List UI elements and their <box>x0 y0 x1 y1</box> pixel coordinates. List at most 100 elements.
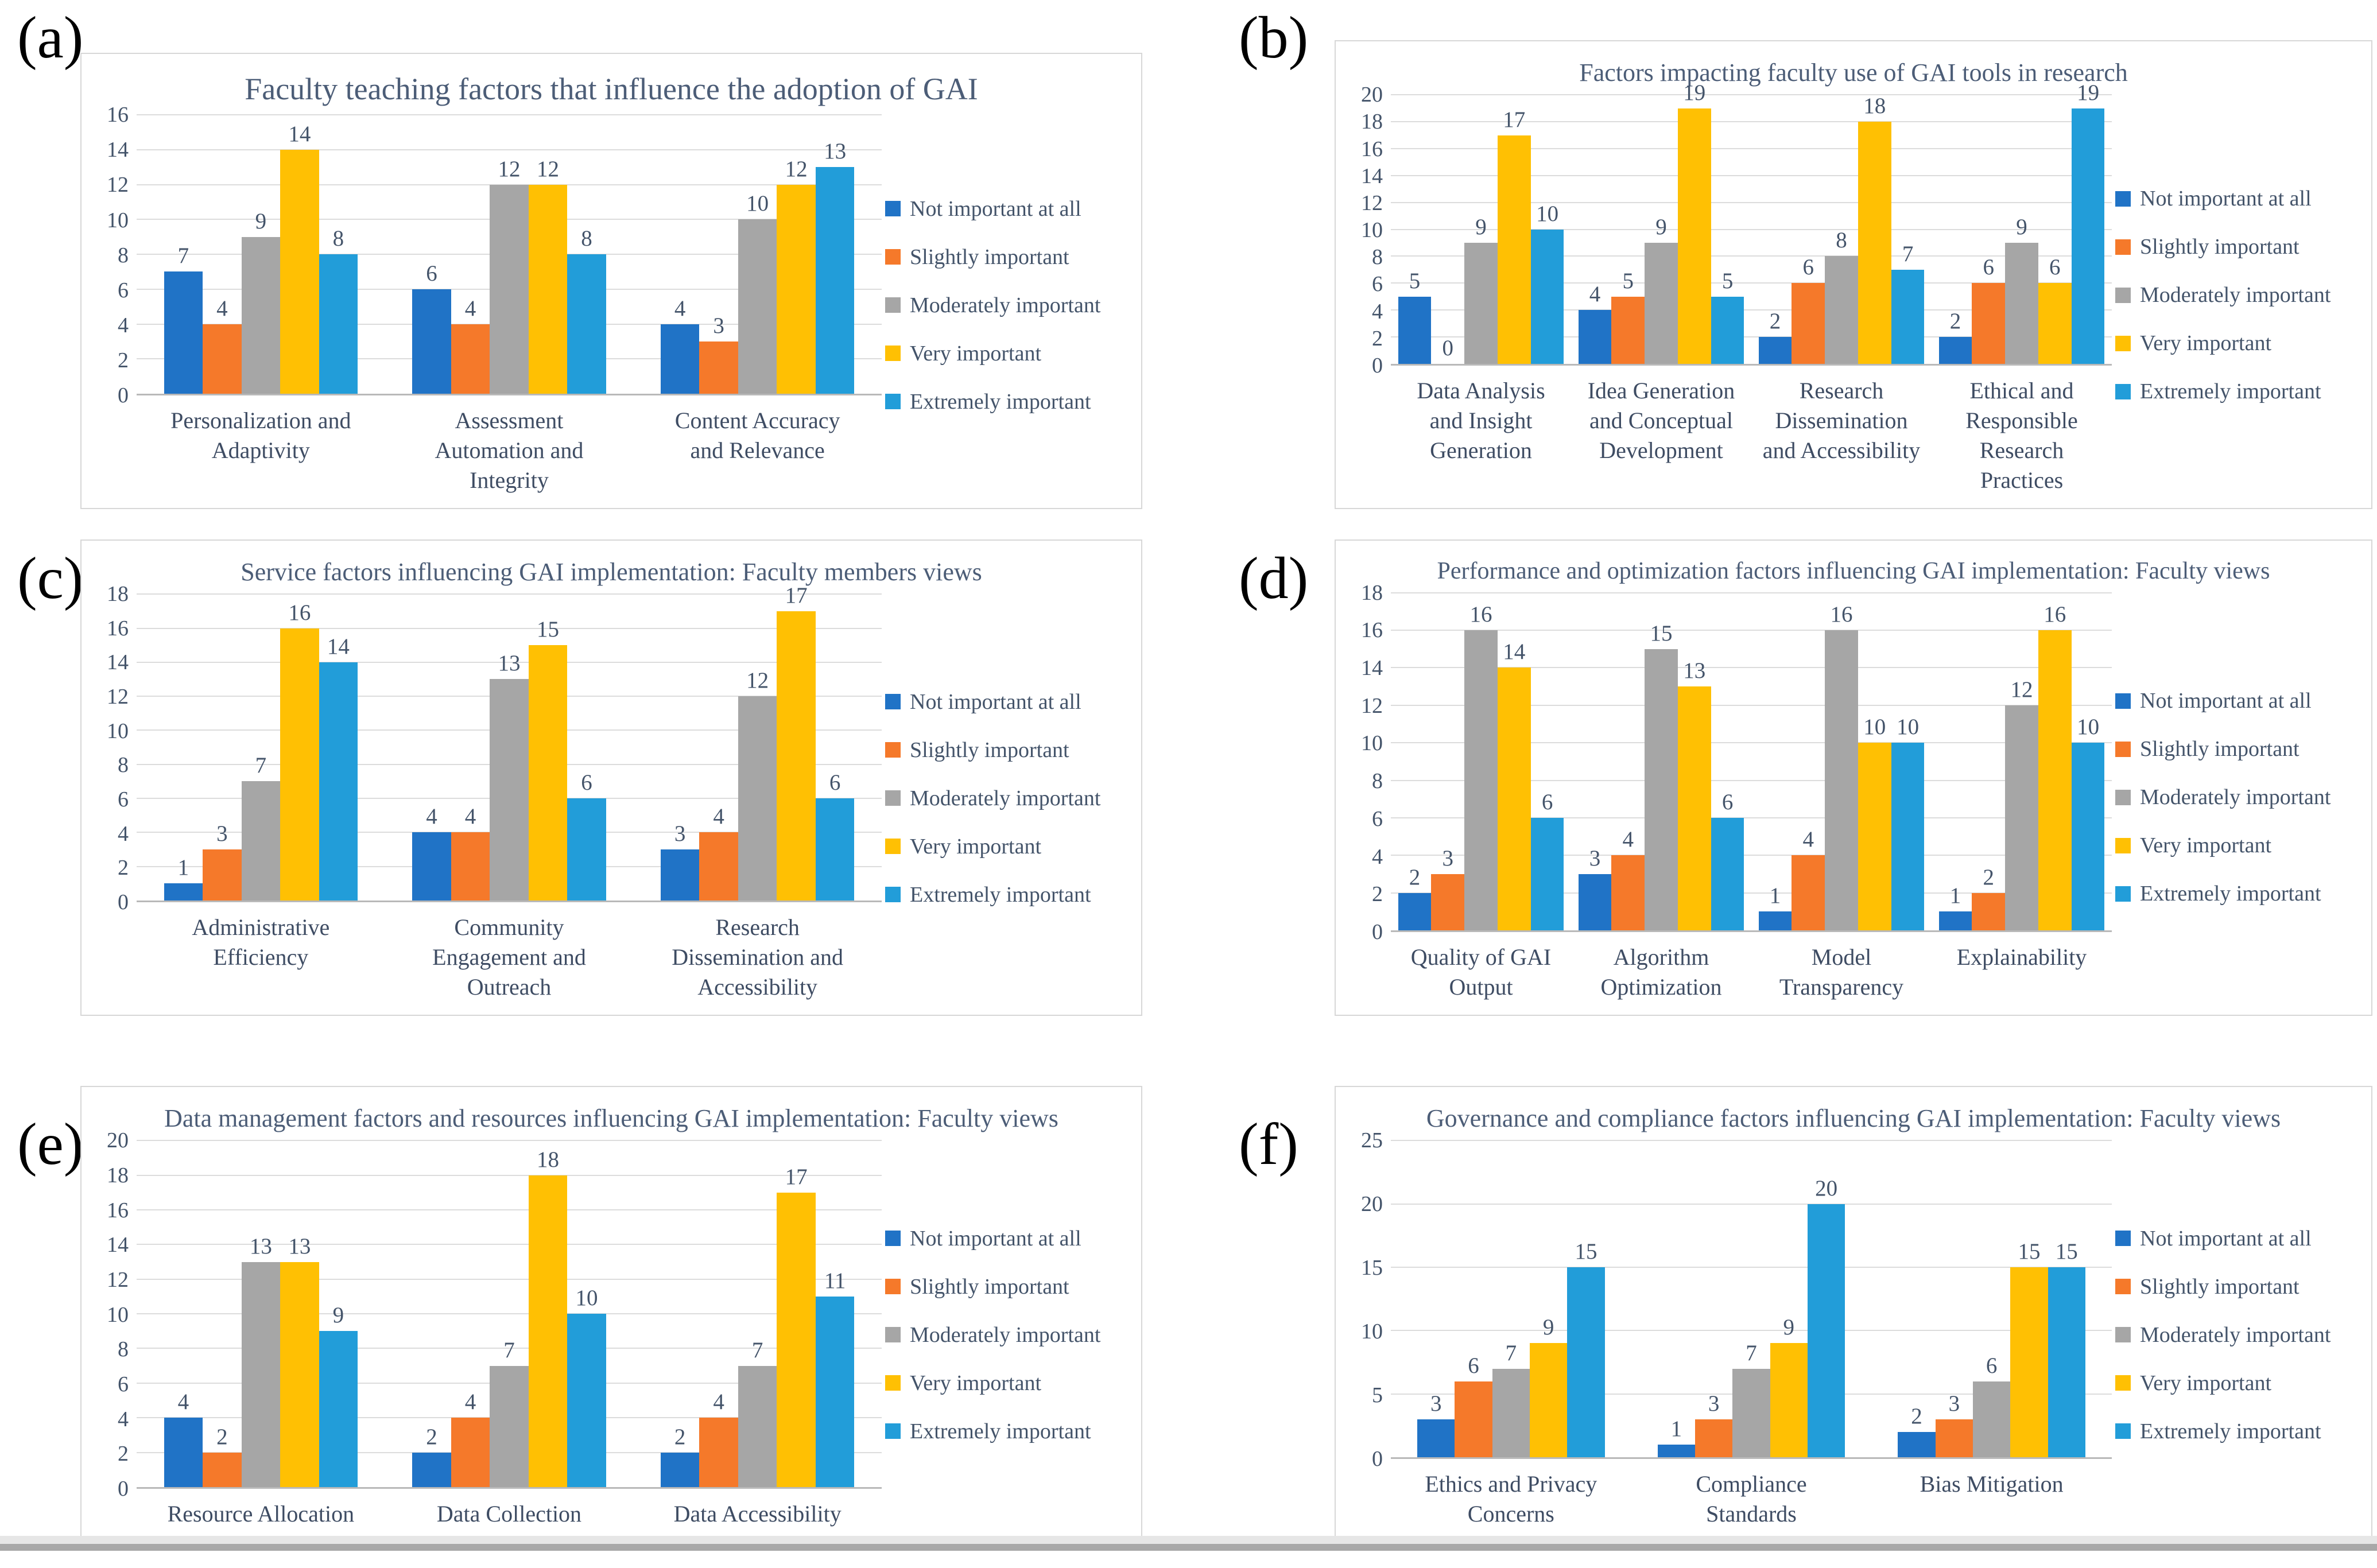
bar-not-important-at-all: 4 <box>164 1391 203 1487</box>
y-tick-label: 8 <box>1372 245 1383 270</box>
category-label: Content Accuracy and Relevance <box>674 407 840 463</box>
plot-row: 0 2 4 6 8 10 12 14 16 18 2 3 16 14 6 3 4 15 13 6 1 4 16 10 10 1 2 1… <box>1341 582 2112 943</box>
y-tick-label: 5 <box>1372 1383 1383 1408</box>
plot-column: 0 2 4 6 8 10 12 14 16 18 20 4 2 13 13 9 2 4 7 18 10 2 4 7 17 11 Re… <box>87 1130 882 1529</box>
legend-swatch-icon <box>2115 1231 2131 1247</box>
legend-item-very-important: Very important <box>2115 835 2362 856</box>
bar-moderately-important: 7 <box>490 1339 529 1487</box>
y-tick-label: 0 <box>118 383 129 407</box>
bar-extremely-important: 10 <box>567 1287 606 1487</box>
bar-group-assessment-automation-and-integrity: 6 4 12 12 8 <box>412 115 606 394</box>
legend-item-moderately-important: Moderately important <box>2115 1324 2362 1346</box>
bar-value-label: 9 <box>2016 215 2027 240</box>
gridline <box>1391 592 2112 593</box>
bar-not-important-at-all: 3 <box>660 822 700 901</box>
legend-item-moderately-important: Moderately important <box>885 787 1132 809</box>
bar-value-label: 10 <box>746 191 769 216</box>
bar-slightly-important: 4 <box>1611 828 1645 930</box>
plot-column: 0 5 10 15 20 25 3 6 7 9 15 1 3 7 9 20 2 3 6 15 15 Ethics and … <box>1341 1130 2112 1529</box>
gridline <box>137 661 882 663</box>
legend-swatch-icon <box>2115 789 2131 805</box>
legend-item-slightly-important: Slightly important <box>2115 738 2362 760</box>
legend-label: Moderately important <box>910 786 1101 810</box>
legend-item-very-important: Very important <box>2115 332 2362 354</box>
bar-value-label: 4 <box>713 1390 724 1415</box>
panel-b: Factors impacting faculty use of GAI too… <box>1335 40 2372 509</box>
plot-column: 0 2 4 6 8 10 12 14 16 18 20 5 0 9 17 10 4 5 9 19 5 2 6 8 18 7 2 6 9 6… <box>1341 81 2112 495</box>
plot-area: 1 3 7 16 14 4 4 13 15 6 3 4 12 17 6 <box>137 584 882 902</box>
bar-group-model-transparency: 1 4 16 10 10 <box>1758 593 1925 930</box>
bar-value-label: 12 <box>746 668 769 693</box>
bar-slightly-important: 5 <box>1611 270 1645 364</box>
bar-value-label: 6 <box>829 770 841 795</box>
bar-value-label: 7 <box>503 1337 515 1363</box>
legend-item-extremely-important: Extremely important <box>2115 883 2362 905</box>
y-tick-label: 14 <box>107 138 129 162</box>
y-tick-label: 0 <box>1372 920 1383 944</box>
bar-slightly-important: 3 <box>1935 1392 1973 1457</box>
bar-very-important: 9 <box>1529 1316 1568 1457</box>
bar-slightly-important: 4 <box>699 1391 738 1487</box>
legend-label: Extremely important <box>2140 1419 2321 1443</box>
legend-label: Very important <box>2140 833 2272 858</box>
gridline <box>1391 704 2112 706</box>
y-tick-label: 8 <box>1372 769 1383 794</box>
y-tick-label: 0 <box>118 890 129 914</box>
bar-not-important-at-all: 3 <box>1578 847 1612 930</box>
y-tick-label: 2 <box>118 856 129 880</box>
bar-value-label: 19 <box>2077 80 2100 105</box>
bar-extremely-important: 10 <box>2071 716 2105 930</box>
y-tick-label: 4 <box>118 821 129 846</box>
category-label: Data Accessibility <box>673 1501 842 1527</box>
bar-very-important: 14 <box>280 123 319 394</box>
plot-area: 5 0 9 17 10 4 5 9 19 5 2 6 8 18 7 2 6 9 6 19 <box>1391 81 2112 366</box>
y-tick-label: 10 <box>1361 731 1383 756</box>
bar-value-label: 10 <box>2077 715 2100 740</box>
legend-label: Moderately important <box>910 293 1101 317</box>
bar-not-important-at-all: 2 <box>1938 310 1972 364</box>
y-tick-label: 6 <box>118 787 129 812</box>
y-tick-label: 14 <box>107 1233 129 1257</box>
legend-item-not-important-at-all: Not important at all <box>885 1228 1132 1249</box>
bar-value-label: 12 <box>2010 677 2033 702</box>
bar-groups: 7 4 9 14 8 6 4 12 12 8 4 3 10 12 13 <box>137 115 882 394</box>
bar-value-label: 16 <box>288 600 311 625</box>
category-label: Bias Mitigation <box>1920 1471 2064 1497</box>
panel-letter-a: (a) <box>17 5 84 71</box>
y-tick-label: 0 <box>1372 354 1383 378</box>
bar-very-important: 14 <box>1497 641 1531 930</box>
x-labels-row: Personalization and Adaptivity Assessment… <box>137 406 882 495</box>
x-axis-spacer <box>1341 376 1391 495</box>
bar-value-label: 12 <box>785 156 808 181</box>
bar-extremely-important: 13 <box>815 140 855 394</box>
category-label: Data Analysis and Insight Generation <box>1417 378 1545 463</box>
legend-swatch-icon <box>2115 1375 2131 1391</box>
x-axis-labels: Data Analysis and Insight Generation Idea… <box>1341 376 2112 495</box>
bar-group-data-analysis-and-insight-generation: 5 0 9 17 10 <box>1398 95 1564 364</box>
bar-value-label: 3 <box>1589 845 1601 871</box>
legend: Not important at all Slightly important Mo… <box>2112 95 2362 495</box>
bar-slightly-important: 4 <box>1792 828 1825 930</box>
x-axis-labels: Personalization and Adaptivity Assessment… <box>87 406 882 495</box>
bar-value-label: 6 <box>2049 255 2061 280</box>
y-tick-label: 25 <box>1361 1128 1383 1153</box>
gridline <box>1391 282 2112 284</box>
gridline <box>1391 779 2112 781</box>
gridline <box>1391 94 2112 96</box>
bar-value-label: 7 <box>1505 1340 1517 1365</box>
category-label: Idea Generation and Conceptual Developme… <box>1587 378 1735 463</box>
bar-value-label: 4 <box>1589 282 1601 307</box>
y-axis: 0 5 10 15 20 25 <box>1341 1130 1391 1470</box>
plot-row: 0 2 4 6 8 10 12 14 16 18 20 5 0 9 17 10 4 5 9 19 5 2 6 8 18 7 2 6 9 6… <box>1341 81 2112 377</box>
y-tick-label: 16 <box>1361 137 1383 161</box>
legend-label: Slightly important <box>2140 235 2300 259</box>
bar-group-community-engagement-and-outreach: 4 4 13 15 6 <box>412 594 606 901</box>
bar-not-important-at-all: 2 <box>660 1426 700 1487</box>
x-labels-row: Ethics and Privacy Concerns Compliance St… <box>1391 1469 2112 1529</box>
bar-slightly-important: 4 <box>451 805 490 901</box>
bar-value-label: 7 <box>255 753 267 778</box>
legend-swatch-icon <box>2115 1327 2131 1343</box>
x-axis-labels: Ethics and Privacy Concerns Compliance St… <box>1341 1469 2112 1529</box>
legend-swatch-icon <box>2115 1423 2131 1439</box>
bar-value-label: 4 <box>464 804 476 829</box>
